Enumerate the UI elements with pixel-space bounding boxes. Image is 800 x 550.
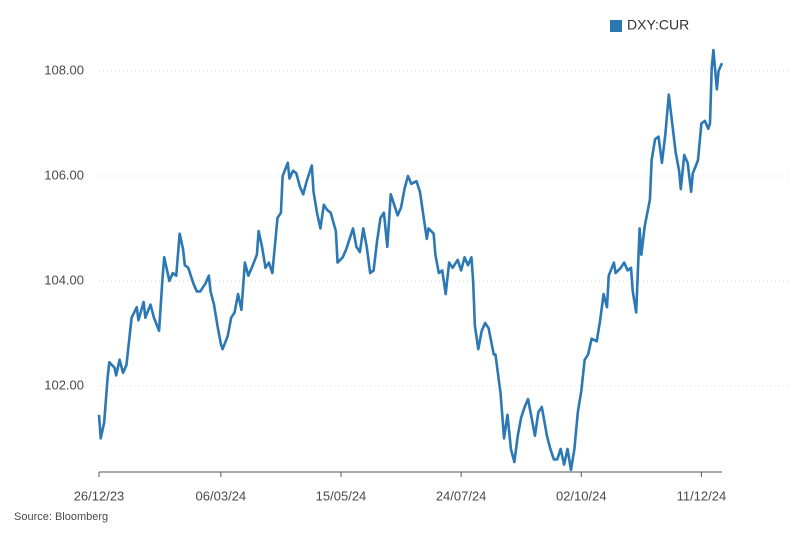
- x-tick-label: 26/12/23: [74, 488, 125, 503]
- y-tick-label: 104.00: [44, 272, 84, 287]
- x-tick-label: 15/05/24: [316, 488, 367, 503]
- x-tick-label: 06/03/24: [196, 488, 247, 503]
- x-tick-label: 02/10/24: [556, 488, 607, 503]
- legend-label: DXY:CUR: [627, 17, 689, 33]
- data-line: [97, 48, 724, 472]
- y-tick-label: 108.00: [44, 62, 84, 77]
- x-tick-label: 11/12/24: [677, 488, 727, 503]
- source-note: Source: Bloomberg: [14, 511, 108, 523]
- legend-swatch: [610, 20, 622, 32]
- x-tick-label: 24/07/24: [436, 488, 487, 503]
- y-tick-label: 106.00: [44, 167, 84, 182]
- y-tick-label: 102.00: [44, 377, 84, 392]
